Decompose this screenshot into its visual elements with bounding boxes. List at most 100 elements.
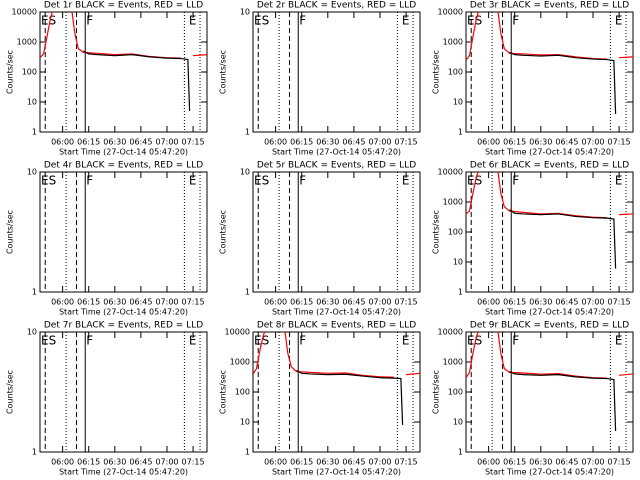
x-tick-label: 07:15	[395, 138, 418, 147]
y-tick-label: 10	[27, 98, 37, 107]
plot-frame	[465, 171, 634, 293]
x-tick-label: 07:15	[182, 298, 205, 307]
annotation: ES	[41, 174, 56, 188]
x-axis-label: Start Time (27-Oct-14 05:47:20)	[485, 308, 614, 317]
plot-frame	[252, 331, 421, 453]
x-tick-label: 06:30	[529, 138, 552, 147]
annotation: E	[615, 174, 623, 188]
y-axis-label: Counts/sec	[219, 210, 228, 254]
chart-title: Det 6r BLACK = Events, RED = LLD	[470, 161, 629, 171]
panel: Det 3r BLACK = Events, RED = LLD Counts/s…	[432, 1, 634, 157]
y-axis-label: Counts/sec	[6, 50, 15, 94]
y-tick-label: 10000	[438, 328, 463, 337]
annotation: F	[512, 174, 519, 188]
y-tick-label: 10	[27, 168, 37, 177]
y-tick-label: 10000	[225, 328, 250, 337]
y-axis-label: Counts/sec	[6, 210, 15, 254]
plot-frame	[39, 171, 208, 293]
x-tick-label: 07:15	[608, 298, 631, 307]
x-tick-label: 06:15	[503, 138, 526, 147]
panel: Det 5r BLACK = Events, RED = LLD Counts/s…	[219, 161, 421, 317]
plot-frame	[252, 171, 421, 293]
chart-title: Det 4r BLACK = Events, RED = LLD	[44, 161, 203, 171]
x-tick-label: 07:00	[368, 458, 391, 467]
series-line	[253, 332, 420, 378]
y-tick-label: 100	[448, 388, 463, 397]
plot-frame	[39, 11, 208, 133]
annotation: E	[189, 14, 197, 28]
plot-frame	[465, 331, 634, 453]
series-line	[296, 369, 404, 425]
chart-title: Det 5r BLACK = Events, RED = LLD	[257, 161, 416, 171]
annotation: ES	[467, 174, 482, 188]
chart-title: Det 9r BLACK = Events, RED = LLD	[470, 321, 629, 331]
x-axis-label: Start Time (27-Oct-14 05:47:20)	[272, 468, 401, 477]
series-line	[509, 371, 617, 432]
annotation: E	[402, 174, 410, 188]
series-line	[466, 12, 633, 61]
y-tick-label: 1	[245, 288, 250, 297]
x-tick-label: 07:00	[155, 138, 178, 147]
y-tick-label: 1000	[230, 358, 250, 367]
panel: Det 9r BLACK = Events, RED = LLD Counts/s…	[432, 321, 634, 477]
x-tick-label: 07:00	[581, 298, 604, 307]
panel: Det 1r BLACK = Events, RED = LLD Counts/s…	[6, 1, 208, 157]
y-tick-label: 10000	[12, 8, 37, 17]
chart-title: Det 7r BLACK = Events, RED = LLD	[44, 321, 203, 331]
x-tick-label: 06:30	[316, 458, 339, 467]
x-tick-label: 06:15	[503, 298, 526, 307]
y-axis-label: Counts/sec	[432, 210, 441, 254]
y-tick-label: 10000	[438, 8, 463, 17]
annotation: F	[86, 174, 93, 188]
x-tick-label: 06:30	[316, 138, 339, 147]
y-tick-label: 1	[245, 128, 250, 137]
x-tick-label: 06:15	[290, 298, 313, 307]
x-tick-label: 06:00	[477, 298, 500, 307]
x-tick-label: 06:30	[529, 298, 552, 307]
chart-title: Det 1r BLACK = Events, RED = LLD	[44, 1, 203, 11]
x-axis-label: Start Time (27-Oct-14 05:47:20)	[485, 148, 614, 157]
x-tick-label: 06:45	[555, 138, 578, 147]
plot-frame	[465, 11, 634, 133]
x-tick-label: 06:15	[290, 138, 313, 147]
x-axis-label: Start Time (27-Oct-14 05:47:20)	[59, 308, 188, 317]
x-tick-label: 06:30	[103, 138, 126, 147]
x-tick-label: 07:15	[182, 138, 205, 147]
x-tick-label: 06:45	[342, 458, 365, 467]
y-tick-label: 100	[448, 68, 463, 77]
y-tick-label: 1	[32, 288, 37, 297]
x-tick-label: 07:00	[368, 298, 391, 307]
annotation: F	[86, 334, 93, 348]
x-tick-label: 07:00	[581, 458, 604, 467]
annotation: E	[189, 334, 197, 348]
y-tick-label: 10	[453, 258, 463, 267]
panel: Det 4r BLACK = Events, RED = LLD Counts/s…	[6, 161, 208, 317]
annotation: E	[615, 14, 623, 28]
annotation: F	[512, 14, 519, 28]
x-tick-label: 06:00	[264, 138, 287, 147]
x-tick-label: 06:45	[555, 458, 578, 467]
y-axis-label: Counts/sec	[432, 370, 441, 414]
y-tick-label: 1000	[17, 38, 37, 47]
y-tick-label: 1	[458, 128, 463, 137]
x-tick-label: 06:45	[342, 138, 365, 147]
x-tick-label: 07:00	[155, 458, 178, 467]
x-axis-label: Start Time (27-Oct-14 05:47:20)	[59, 148, 188, 157]
annotation: F	[299, 174, 306, 188]
x-tick-label: 06:45	[342, 298, 365, 307]
x-axis-label: Start Time (27-Oct-14 05:47:20)	[272, 308, 401, 317]
x-tick-label: 06:00	[264, 298, 287, 307]
y-tick-label: 10	[240, 418, 250, 427]
annotation: E	[402, 14, 410, 28]
x-tick-label: 07:00	[155, 298, 178, 307]
x-tick-label: 06:00	[477, 138, 500, 147]
x-tick-label: 07:00	[581, 138, 604, 147]
y-tick-label: 10000	[438, 168, 463, 177]
plot-frame	[39, 331, 208, 453]
y-tick-label: 1	[32, 448, 37, 457]
panel: Det 7r BLACK = Events, RED = LLD Counts/s…	[6, 321, 208, 477]
x-axis-label: Start Time (27-Oct-14 05:47:20)	[485, 468, 614, 477]
x-tick-label: 06:45	[129, 458, 152, 467]
y-tick-label: 10	[240, 8, 250, 17]
y-tick-label: 1000	[443, 38, 463, 47]
